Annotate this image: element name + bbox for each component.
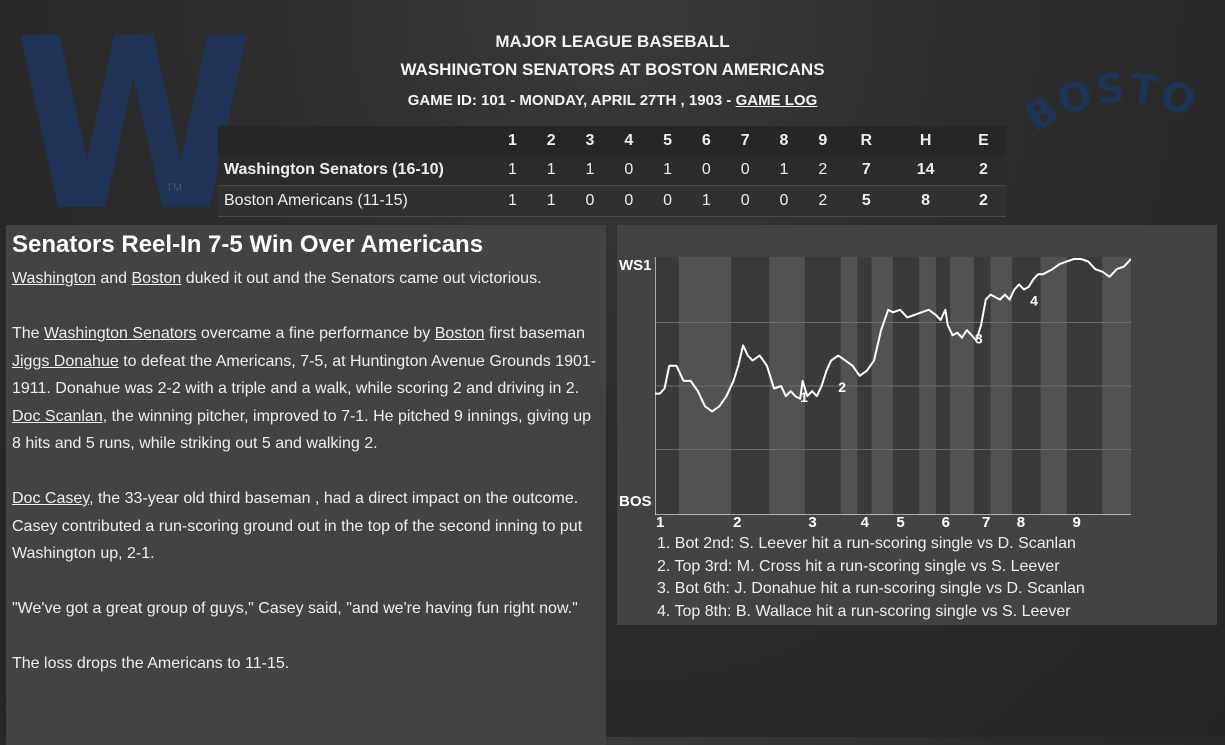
event-marker: 1 bbox=[800, 389, 808, 405]
inning-score: 1 bbox=[648, 155, 687, 186]
inning-tick-label: 9 bbox=[1072, 514, 1081, 531]
game-recap-panel: Senators Reel-In 7-5 Win Over Americans … bbox=[6, 225, 606, 745]
errors-header: E bbox=[960, 126, 1006, 155]
recap-body: Washington and Boston duked it out and t… bbox=[12, 265, 602, 705]
inning-score: 0 bbox=[609, 155, 649, 186]
inning-header: 2 bbox=[531, 126, 571, 155]
inning-score: 0 bbox=[570, 185, 610, 217]
inning-header: 5 bbox=[648, 126, 687, 155]
inning-header: 8 bbox=[764, 126, 804, 155]
washington-logo-trademark: TM bbox=[166, 182, 182, 194]
linescore-row-away: Washington Senators (16-10) 1 1 1 0 1 0 … bbox=[218, 155, 1006, 186]
game-info: GAME ID: 101 - MONDAY, APRIL 27TH , 1903… bbox=[0, 92, 1225, 109]
event-marker: 3 bbox=[975, 331, 983, 347]
inning-score: 2 bbox=[803, 155, 843, 186]
inning-header: 1 bbox=[493, 126, 532, 155]
inning-header: 9 bbox=[803, 126, 843, 155]
inning-score: 0 bbox=[609, 185, 649, 217]
recap-paragraph: "We've got a great group of guys," Casey… bbox=[12, 600, 578, 617]
player-link-doc-scanlan[interactable]: Doc Scanlan bbox=[12, 407, 103, 425]
inning-score: 0 bbox=[725, 185, 765, 217]
errors-total: 2 bbox=[960, 185, 1006, 217]
inning-tick-label: 3 bbox=[808, 514, 817, 531]
recap-headline: Senators Reel-In 7-5 Win Over Americans bbox=[12, 231, 484, 258]
recap-text: overcame a fine performance by bbox=[196, 325, 435, 342]
scoring-note: 2. Top 3rd: M. Cross hit a run-scoring s… bbox=[657, 557, 1060, 575]
player-link-doc-casey[interactable]: Doc Casey bbox=[12, 490, 90, 507]
runs-total: 5 bbox=[842, 185, 891, 217]
inning-tick-label: 7 bbox=[982, 514, 991, 531]
team-name: Boston Americans (11-15) bbox=[218, 185, 493, 217]
runs-header: R bbox=[842, 126, 891, 155]
win-probability-line bbox=[655, 258, 1131, 413]
team-link-washington[interactable]: Washington bbox=[12, 270, 96, 287]
inning-score: 0 bbox=[648, 185, 687, 217]
hits-total: 14 bbox=[890, 155, 961, 186]
linescore-row-home: Boston Americans (11-15) 1 1 0 0 0 1 0 0… bbox=[218, 185, 1006, 217]
scoring-note: 3. Bot 6th: J. Donahue hit a run-scoring… bbox=[657, 580, 1085, 597]
inning-tick-label: 6 bbox=[941, 514, 950, 531]
inning-score: 1 bbox=[531, 155, 571, 186]
game-log-link[interactable]: GAME LOG bbox=[735, 92, 818, 109]
inning-tick-label: 1 bbox=[656, 514, 665, 531]
win-probability-chart: 1 2 3 4 bbox=[655, 257, 1131, 515]
chart-y-top-label: WS1 bbox=[619, 257, 652, 274]
inning-score: 1 bbox=[764, 155, 804, 186]
event-marker: 2 bbox=[838, 379, 846, 395]
chart-y-bottom-label: BOS bbox=[619, 493, 652, 510]
team-link-boston[interactable]: Boston bbox=[131, 270, 182, 287]
inning-tick-label: 2 bbox=[733, 514, 742, 531]
inning-score: 1 bbox=[686, 185, 726, 217]
inning-score: 0 bbox=[764, 185, 804, 217]
recap-text: , the 33-year old third baseman , had a … bbox=[12, 490, 583, 562]
errors-total: 2 bbox=[960, 155, 1006, 186]
scoring-note: 1. Bot 2nd: S. Leever hit a run-scoring … bbox=[657, 535, 1076, 552]
player-link-jiggs-donahue[interactable]: Jiggs Donahue bbox=[12, 352, 119, 370]
inning-score: 2 bbox=[803, 185, 843, 217]
inning-score: 0 bbox=[686, 155, 726, 186]
recap-paragraph: Doc Casey, the 33-year old third baseman… bbox=[12, 485, 602, 568]
recap-text: first baseman bbox=[484, 325, 586, 342]
washington-logo: W bbox=[14, 0, 254, 263]
recap-text: The bbox=[12, 325, 45, 342]
recap-text: duked it out and the Senators came out v… bbox=[181, 270, 542, 287]
inning-score: 1 bbox=[570, 155, 610, 186]
linescore-header: 1 2 3 4 5 6 7 8 9 R H E bbox=[218, 126, 1006, 155]
inning-score: 1 bbox=[493, 185, 532, 217]
linescore-table: 1 2 3 4 5 6 7 8 9 R H E Washington Senat… bbox=[218, 126, 1006, 217]
league-title: MAJOR LEAGUE BASEBALL bbox=[495, 32, 730, 51]
recap-paragraph: The loss drops the Americans to 11-15. bbox=[12, 655, 290, 672]
recap-text: , the winning pitcher, improved to 7-1. … bbox=[12, 407, 592, 453]
hits-total: 8 bbox=[890, 185, 961, 217]
win-probability-panel: WS1 BOS 1 2 3 4 1 2 3 4 5 6 7 8 9 1. Bot 2nd: S. Le… bbox=[617, 225, 1217, 625]
event-marker: 4 bbox=[1030, 293, 1038, 309]
inning-header: 3 bbox=[570, 126, 610, 155]
inning-tick-label: 5 bbox=[896, 514, 905, 531]
inning-header: 4 bbox=[609, 126, 649, 155]
inning-tick-label: 4 bbox=[860, 514, 870, 531]
inning-score: 1 bbox=[531, 185, 571, 217]
scoring-notes: 1. Bot 2nd: S. Leever hit a run-scoring … bbox=[657, 533, 1085, 623]
boston-logo: BOSTON bbox=[1026, 64, 1202, 142]
recap-text: to defeat the Americans, 7-5, at Hunting… bbox=[12, 352, 597, 398]
team-column-header bbox=[218, 126, 493, 155]
hits-header: H bbox=[890, 126, 961, 155]
team-link-boston[interactable]: Boston bbox=[434, 325, 485, 342]
inning-header: 6 bbox=[686, 126, 726, 155]
game-info-text: GAME ID: 101 - MONDAY, APRIL 27TH , 1903… bbox=[407, 92, 736, 109]
team-name: Washington Senators (16-10) bbox=[218, 155, 493, 186]
runs-total: 7 bbox=[842, 155, 891, 186]
team-link-washington-senators[interactable]: Washington Senators bbox=[44, 325, 197, 342]
inning-tick-label: 8 bbox=[1016, 514, 1026, 531]
recap-paragraph: The Washington Senators overcame a fine … bbox=[12, 320, 602, 458]
inning-score: 1 bbox=[493, 155, 532, 186]
recap-paragraph: Washington and Boston duked it out and t… bbox=[12, 265, 602, 293]
matchup-title: WASHINGTON SENATORS AT BOSTON AMERICANS bbox=[400, 60, 825, 79]
scoring-note: 4. Top 8th: B. Wallace hit a run-scoring… bbox=[657, 602, 1071, 620]
recap-text: and bbox=[95, 270, 132, 287]
inning-score: 0 bbox=[725, 155, 765, 186]
inning-header: 7 bbox=[725, 126, 765, 155]
